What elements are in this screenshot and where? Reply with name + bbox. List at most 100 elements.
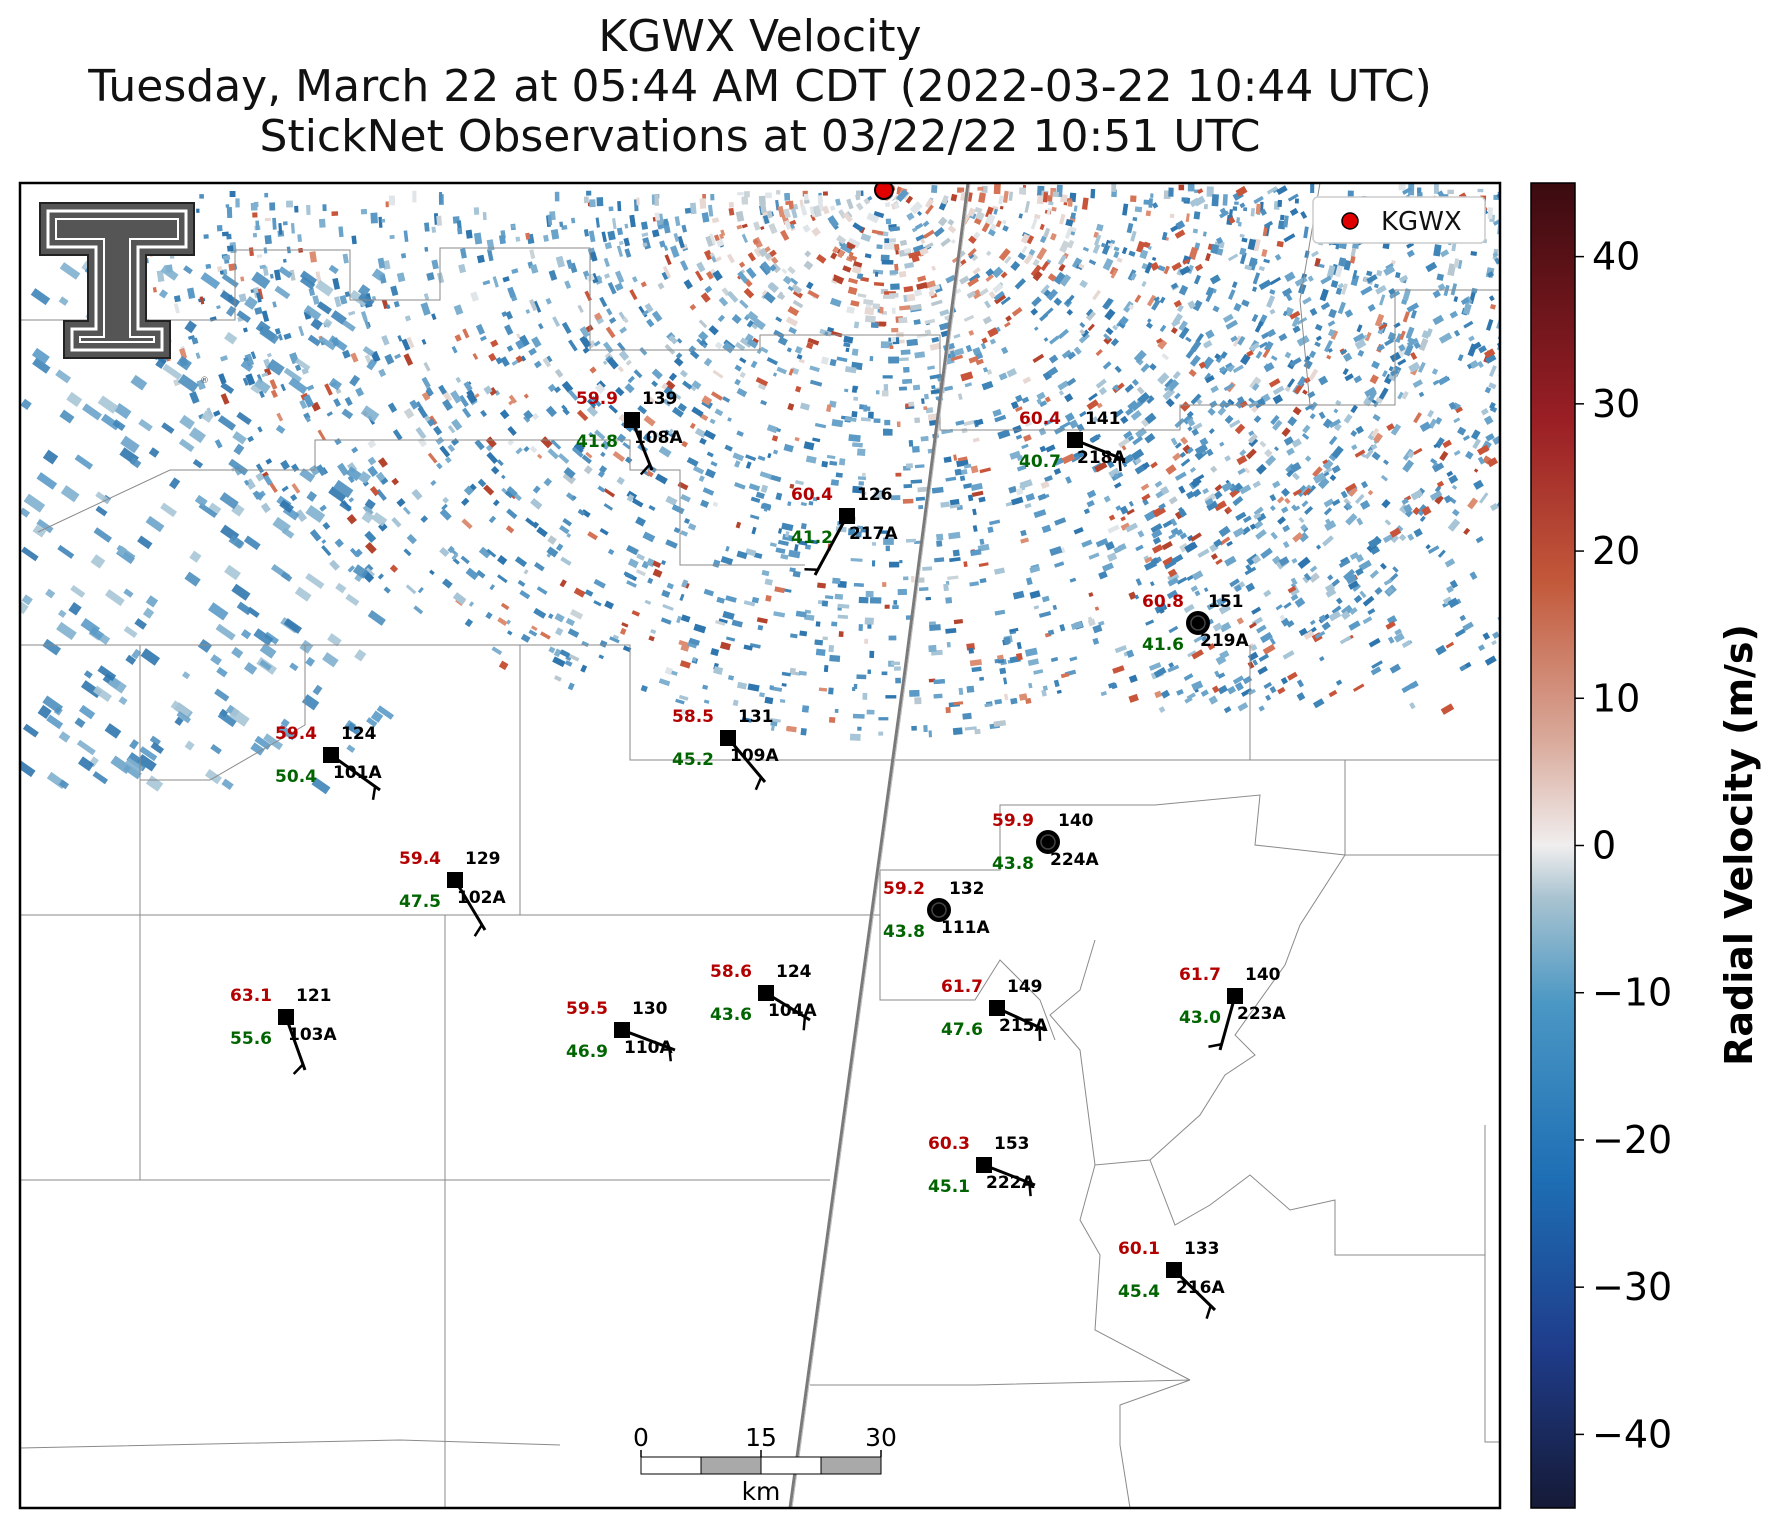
state-boundary: [788, 183, 970, 1508]
station-102A[interactable]: 59.4 129 47.5 102A: [399, 849, 506, 937]
station-id: 110A: [624, 1038, 673, 1058]
station-marker-icon: [758, 985, 774, 1001]
station-temperature: 58.5: [672, 707, 714, 727]
station-dewpoint: 43.8: [992, 854, 1034, 874]
station-109A[interactable]: 58.5 131 45.2 109A: [672, 707, 779, 791]
station-temperature: 60.3: [928, 1134, 970, 1154]
station-dewpoint: 41.6: [1142, 635, 1184, 655]
station-224A[interactable]: 59.9 140 43.8 224A: [992, 811, 1099, 874]
station-temperature: 60.4: [791, 485, 833, 505]
station-pressure: 153: [994, 1134, 1030, 1154]
title-line-3: StickNet Observations at 03/22/22 10:51 …: [259, 111, 1261, 162]
radar-site-marker[interactable]: [874, 181, 894, 200]
station-marker-icon: [720, 730, 736, 746]
legend-label: KGWX: [1381, 207, 1462, 237]
station-110A[interactable]: 59.5 130 46.9 110A: [566, 999, 676, 1062]
station-pressure: 139: [642, 389, 678, 409]
station-id: 111A: [941, 918, 990, 938]
station-marker-icon: [1227, 988, 1243, 1004]
station-id: 101A: [333, 763, 382, 783]
calm-wind-icon: [1036, 830, 1060, 854]
scale-tick-0: 0: [633, 1423, 649, 1452]
station-id: 103A: [288, 1025, 337, 1045]
station-marker-icon: [1067, 432, 1083, 448]
colorbar-tick-label: −40: [1592, 1412, 1672, 1456]
station-103A[interactable]: 63.1 121 55.6 103A: [230, 986, 337, 1075]
station-id: 102A: [457, 888, 506, 908]
station-dewpoint: 43.0: [1179, 1008, 1221, 1028]
station-dewpoint: 43.8: [883, 922, 925, 942]
colorbar-tick-label: 40: [1592, 235, 1640, 279]
station-dewpoint: 45.1: [928, 1177, 970, 1197]
calm-wind-icon: [927, 898, 951, 922]
map-frame: [18, 181, 1502, 1510]
station-218A[interactable]: 60.4 141 40.7 218A: [1019, 409, 1126, 472]
colorbar-tick-label: −10: [1592, 971, 1672, 1015]
station-219A[interactable]: 60.8 151 41.6 219A: [1142, 592, 1249, 655]
station-dewpoint: 45.4: [1118, 1282, 1160, 1302]
station-pressure: 151: [1208, 592, 1244, 612]
station-marker-icon: [323, 747, 339, 763]
station-222A[interactable]: 60.3 153 45.1 222A: [928, 1134, 1036, 1197]
colorbar-tick-label: 30: [1592, 382, 1640, 426]
station-215A[interactable]: 61.7 149 47.6 215A: [941, 977, 1048, 1041]
station-pressure: 132: [949, 879, 985, 899]
station-dewpoint: 40.7: [1019, 452, 1061, 472]
station-dewpoint: 41.8: [576, 432, 618, 452]
station-temperature: 60.4: [1019, 409, 1061, 429]
legend: KGWX: [1312, 196, 1486, 244]
station-dewpoint: 55.6: [230, 1029, 272, 1049]
colorbar-gradient: [1530, 182, 1576, 1509]
station-pressure: 149: [1007, 977, 1043, 997]
station-id: 109A: [730, 746, 779, 766]
colorbar-tick-label: 0: [1592, 824, 1616, 868]
station-dewpoint: 50.4: [275, 767, 317, 787]
station-marker-icon: [839, 508, 855, 524]
station-101A[interactable]: 59.4 124 50.4 101A: [275, 724, 382, 800]
calm-wind-icon: [1186, 611, 1210, 635]
station-temperature: 59.4: [399, 849, 441, 869]
wind-barb-icon: [453, 879, 487, 931]
stations-layer: 59.9 139 41.8 108A 60.4 141 40.7 218A 60.4 126 41.…: [230, 389, 1286, 1319]
colorbar-tick-label: −20: [1592, 1118, 1672, 1162]
station-217A[interactable]: 60.4 126 41.2 217A: [791, 485, 898, 576]
station-dewpoint: 43.6: [710, 1005, 752, 1025]
station-temperature: 61.7: [941, 977, 983, 997]
scale-unit: km: [742, 1477, 781, 1506]
station-temperature: 61.7: [1179, 965, 1221, 985]
title-line-1: KGWX Velocity: [598, 11, 922, 62]
station-temperature: 59.2: [883, 879, 925, 899]
county-boundaries: [20, 183, 1500, 1508]
station-id: 219A: [1200, 631, 1249, 651]
station-pressure: 129: [465, 849, 501, 869]
station-marker-icon: [278, 1009, 294, 1025]
station-temperature: 59.9: [992, 811, 1034, 831]
station-temperature: 59.4: [275, 724, 317, 744]
station-216A[interactable]: 60.1 133 45.4 216A: [1118, 1239, 1225, 1319]
colorbar-tick-label: 10: [1592, 676, 1640, 720]
station-dewpoint: 46.9: [566, 1042, 608, 1062]
scale-tick-1: 15: [745, 1423, 777, 1452]
scale-bar: 0 15 30 km: [633, 1423, 897, 1506]
station-223A[interactable]: 61.7 140 43.0 223A: [1179, 965, 1286, 1051]
station-104A[interactable]: 58.6 124 43.6 104A: [710, 962, 817, 1031]
texas-tech-logo-icon: ®: [39, 202, 209, 386]
station-111A[interactable]: 59.2 132 43.8 111A: [883, 879, 990, 942]
figure-title: KGWX Velocity Tuesday, March 22 at 05:44…: [20, 12, 1500, 162]
colorbar-tick-label: 20: [1592, 529, 1640, 573]
station-pressure: 141: [1085, 409, 1121, 429]
station-id: 224A: [1050, 850, 1099, 870]
station-dewpoint: 45.2: [672, 750, 714, 770]
velocity-echoes: [20, 183, 1500, 795]
station-108A[interactable]: 59.9 139 41.8 108A: [576, 389, 683, 476]
station-marker-icon: [1166, 1262, 1182, 1278]
wind-barb-icon: [1218, 995, 1237, 1051]
station-dewpoint: 41.2: [791, 528, 833, 548]
wind-barb-icon: [330, 753, 381, 792]
station-id: 218A: [1077, 448, 1126, 468]
station-id: 108A: [634, 428, 683, 448]
station-temperature: 58.6: [710, 962, 752, 982]
station-id: 104A: [768, 1001, 817, 1021]
